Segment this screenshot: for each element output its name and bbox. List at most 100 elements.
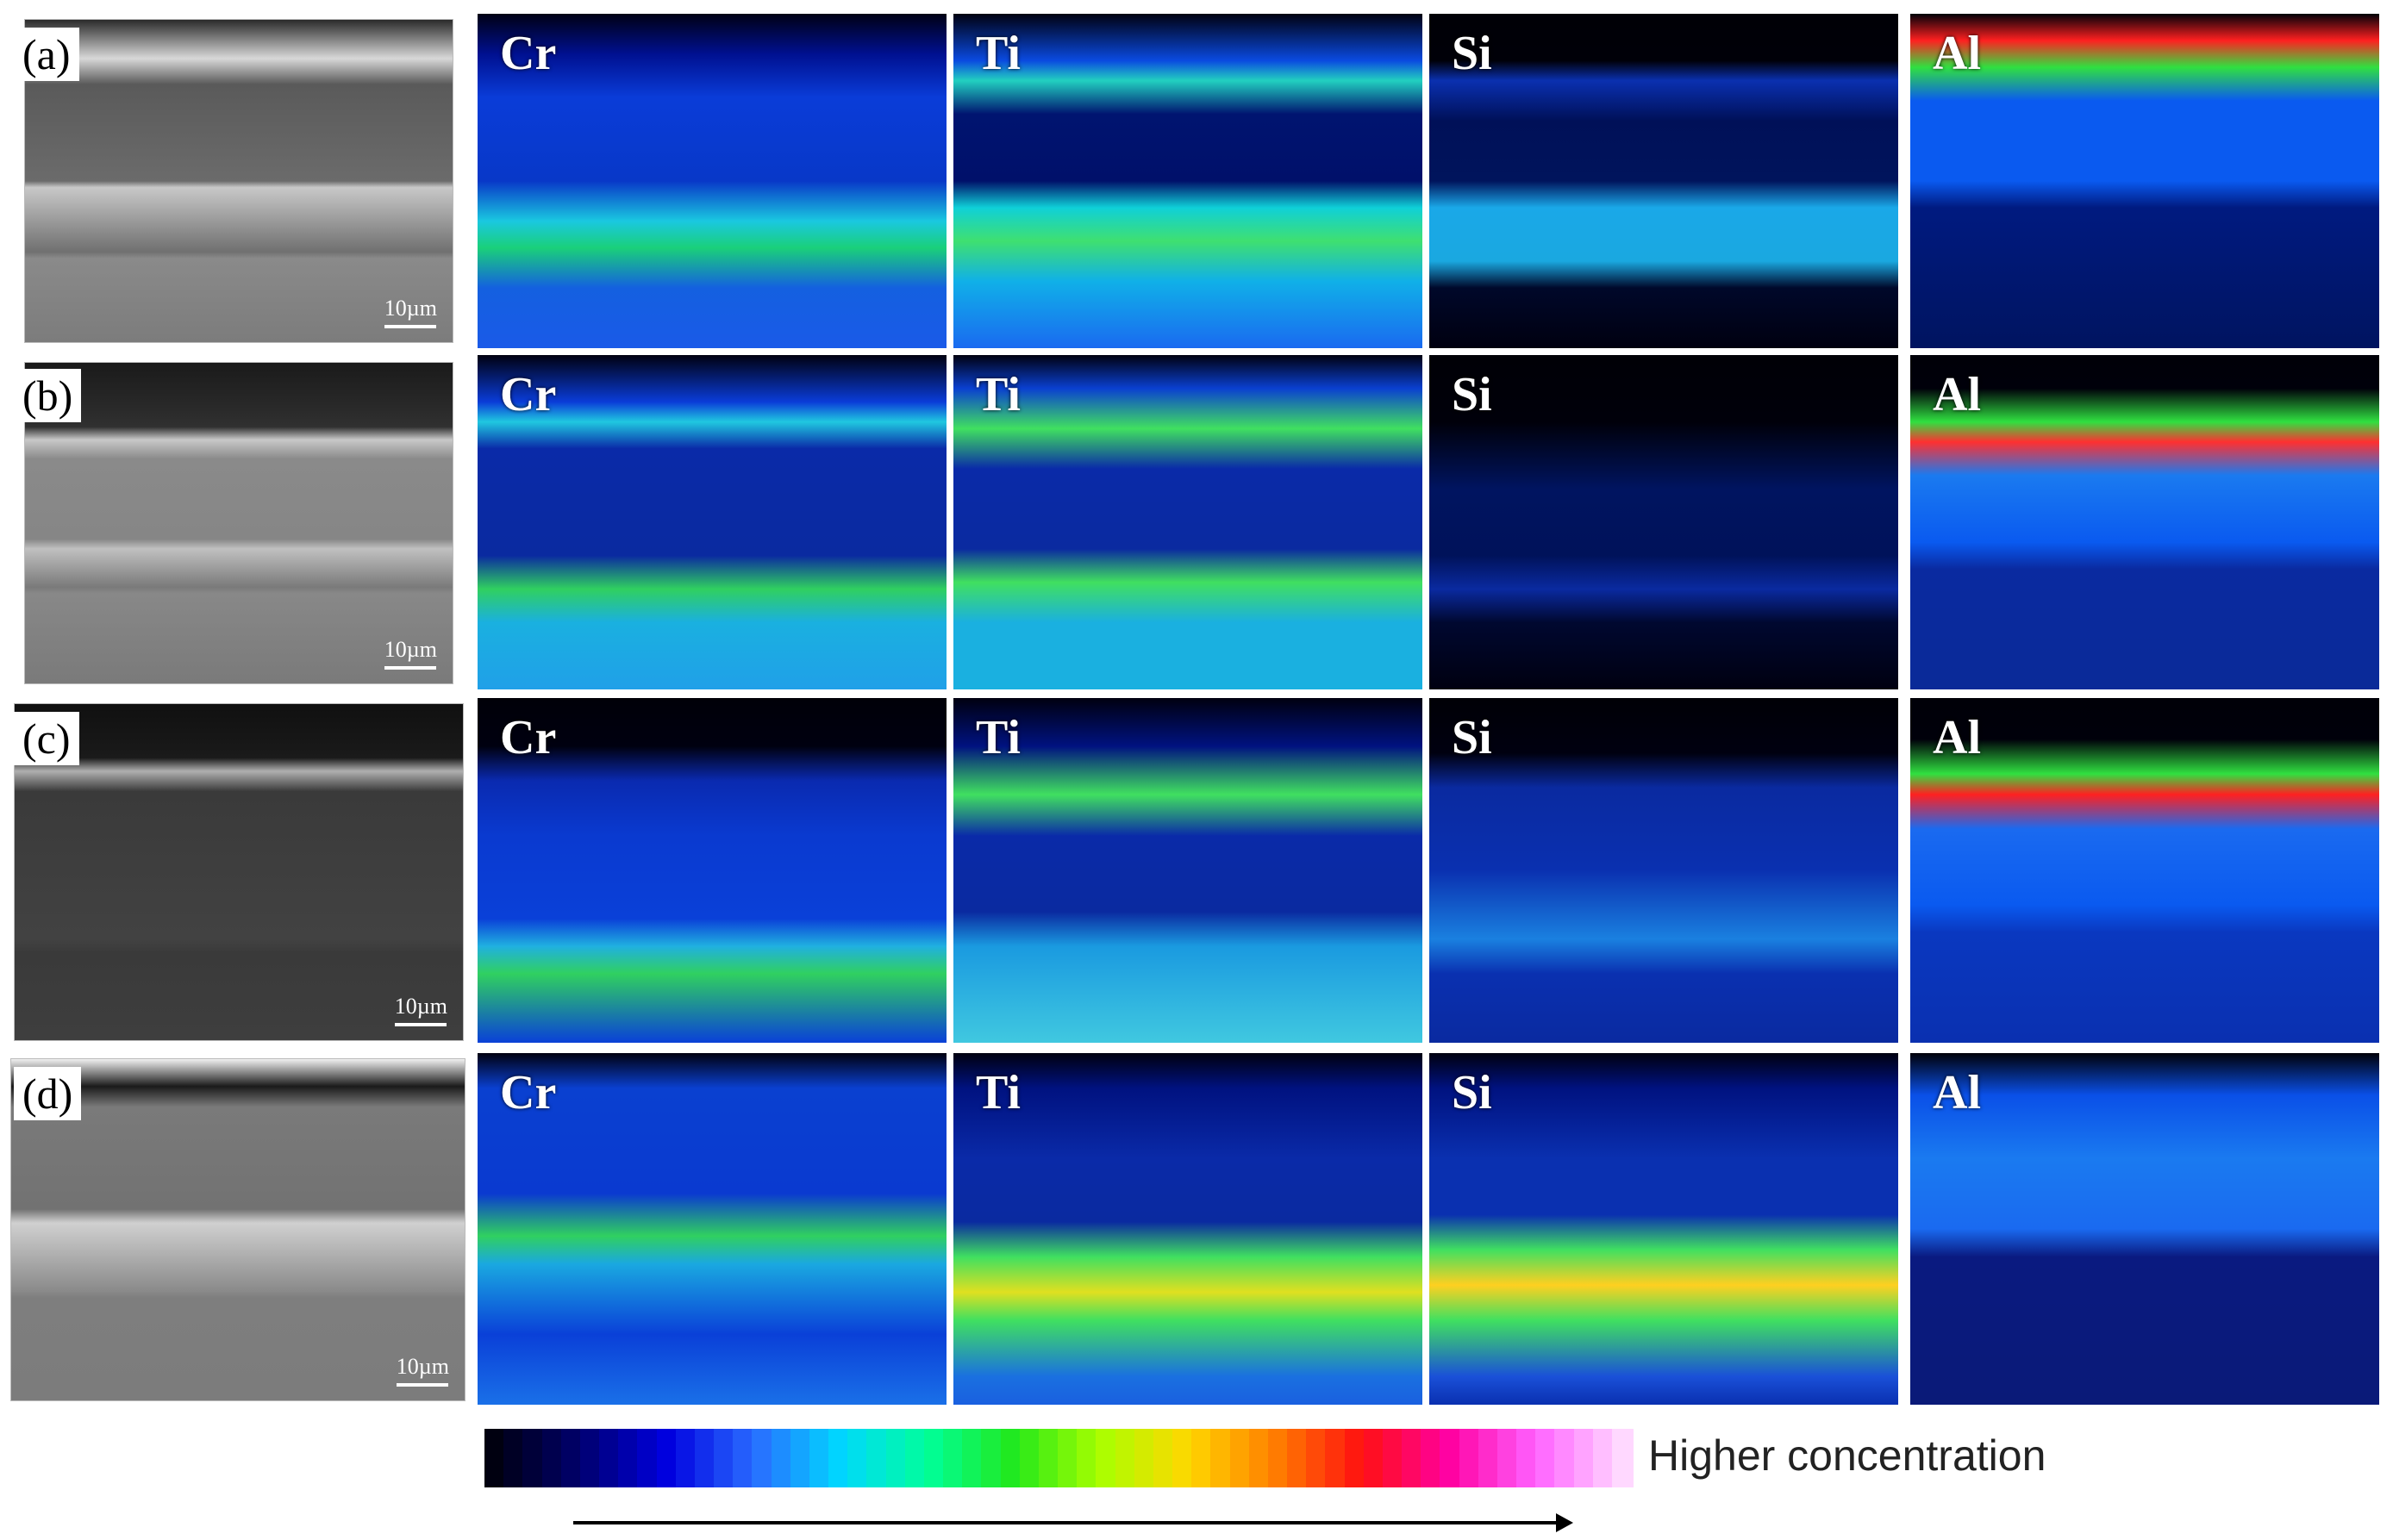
scale-bar: 10µm xyxy=(397,1354,449,1387)
colorbar-segment xyxy=(1019,1429,1041,1487)
colorbar-segment xyxy=(733,1429,754,1487)
row-label-c: (c) xyxy=(14,712,79,765)
map-a-cr: Cr xyxy=(478,14,947,348)
map-c-ti: Ti xyxy=(953,698,1422,1043)
sem-image-d: 10µm xyxy=(10,1058,465,1401)
element-label: Al xyxy=(1933,368,1981,421)
scale-bar: 10µm xyxy=(384,296,437,328)
map-d-si: Si xyxy=(1429,1053,1898,1405)
scale-line xyxy=(397,1383,449,1387)
colorbar-segment xyxy=(1248,1429,1271,1487)
sem-texture xyxy=(25,363,453,683)
colorbar-segment xyxy=(1535,1429,1557,1487)
element-label: Si xyxy=(1452,368,1492,421)
colorbar-segment xyxy=(675,1429,697,1487)
colorbar-segment xyxy=(560,1429,583,1487)
scale-bar: 10µm xyxy=(395,994,447,1026)
scale-bar: 10µm xyxy=(384,637,437,670)
map-b-si: Si xyxy=(1429,355,1898,689)
colorbar-segment xyxy=(771,1429,793,1487)
map-c-si: Si xyxy=(1429,698,1898,1043)
colorbar-label: Higher concentration xyxy=(1648,1431,2046,1480)
map-a-si: Si xyxy=(1429,14,1898,348)
sem-image-b: 10µm xyxy=(24,362,453,684)
colorbar-segment xyxy=(1496,1429,1519,1487)
sem-image-a: 10µm xyxy=(24,19,453,343)
map-b-ti: Ti xyxy=(953,355,1422,689)
colorbar-segment xyxy=(1306,1429,1328,1487)
colorbar-segment xyxy=(1267,1429,1290,1487)
scale-label: 10µm xyxy=(396,1354,449,1379)
colorbar-segment xyxy=(618,1429,640,1487)
colorbar-segment xyxy=(1134,1429,1156,1487)
map-b-al: Al xyxy=(1910,355,2379,689)
colorbar-segment xyxy=(1115,1429,1137,1487)
colorbar-segment xyxy=(714,1429,735,1487)
colorbar-segment xyxy=(1440,1429,1462,1487)
colorbar-segment xyxy=(1592,1429,1615,1487)
colorbar-segment xyxy=(1038,1429,1060,1487)
concentration-colorbar xyxy=(484,1429,1634,1487)
colorbar-segment xyxy=(923,1429,946,1487)
colorbar-segment xyxy=(962,1429,984,1487)
arrow-right-icon xyxy=(573,1513,1573,1532)
colorbar-segment xyxy=(1287,1429,1309,1487)
colorbar-segment xyxy=(694,1429,716,1487)
colorbar-segment xyxy=(656,1429,678,1487)
colorbar-segment xyxy=(579,1429,602,1487)
colorbar-segment xyxy=(752,1429,774,1487)
element-label: Al xyxy=(1933,27,1981,80)
scale-line xyxy=(395,1023,447,1026)
element-label: Cr xyxy=(500,1066,557,1119)
map-b-cr: Cr xyxy=(478,355,947,689)
colorbar-segment xyxy=(1000,1429,1022,1487)
map-a-al: Al xyxy=(1910,14,2379,348)
colorbar-segment xyxy=(1210,1429,1233,1487)
scale-line xyxy=(384,666,437,670)
colorbar-segment xyxy=(943,1429,965,1487)
element-label: Ti xyxy=(976,368,1021,421)
colorbar-segment xyxy=(790,1429,812,1487)
colorbar-segment xyxy=(1382,1429,1404,1487)
element-label: Si xyxy=(1452,1066,1492,1119)
element-label: Ti xyxy=(976,27,1021,80)
colorbar-segment xyxy=(809,1429,831,1487)
colorbar-segment xyxy=(1363,1429,1385,1487)
colorbar-segment xyxy=(1229,1429,1252,1487)
colorbar-segment xyxy=(1077,1429,1098,1487)
sem-texture xyxy=(11,1059,465,1400)
colorbar-segment xyxy=(484,1429,506,1487)
colorbar-segment xyxy=(637,1429,659,1487)
element-label: Ti xyxy=(976,1066,1021,1119)
scale-label: 10µm xyxy=(394,994,447,1019)
colorbar-segment xyxy=(1459,1429,1481,1487)
element-label: Si xyxy=(1452,711,1492,764)
row-label-d: (d) xyxy=(14,1067,82,1120)
colorbar-segment xyxy=(541,1429,564,1487)
element-label: Si xyxy=(1452,27,1492,80)
sem-texture xyxy=(15,704,463,1040)
map-d-ti: Ti xyxy=(953,1053,1422,1405)
colorbar-segment xyxy=(904,1429,927,1487)
colorbar-segment xyxy=(1325,1429,1347,1487)
row-label-a: (a) xyxy=(14,28,79,81)
element-label: Ti xyxy=(976,711,1021,764)
element-label: Cr xyxy=(500,27,557,80)
colorbar-segment xyxy=(981,1429,1003,1487)
row-label-b: (b) xyxy=(14,369,82,422)
colorbar-segment xyxy=(1421,1429,1442,1487)
colorbar-segment xyxy=(1344,1429,1366,1487)
colorbar-segment xyxy=(1516,1429,1538,1487)
scale-label: 10µm xyxy=(384,296,437,321)
colorbar-segment xyxy=(1611,1429,1634,1487)
colorbar-segment xyxy=(599,1429,621,1487)
map-d-cr: Cr xyxy=(478,1053,947,1405)
element-label: Cr xyxy=(500,368,557,421)
scale-label: 10µm xyxy=(384,637,437,662)
map-a-ti: Ti xyxy=(953,14,1422,348)
colorbar-segment xyxy=(828,1429,850,1487)
colorbar-segment xyxy=(1191,1429,1213,1487)
element-label: Al xyxy=(1933,711,1981,764)
sem-texture xyxy=(25,20,453,342)
colorbar-segment xyxy=(1478,1429,1500,1487)
